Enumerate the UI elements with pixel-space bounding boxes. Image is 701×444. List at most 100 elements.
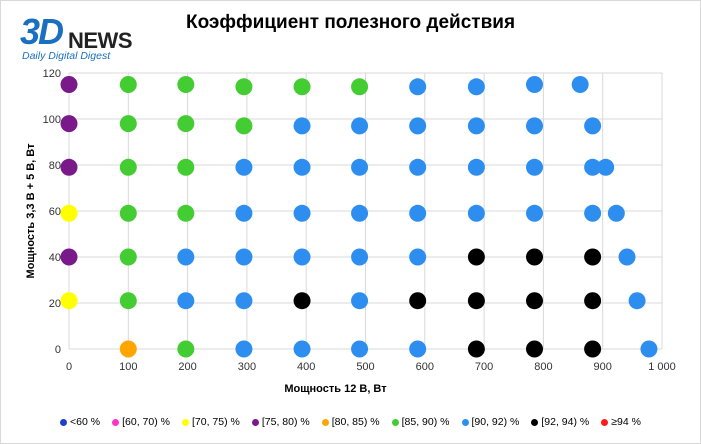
data-point: [409, 340, 427, 358]
data-point: [119, 340, 137, 358]
data-point: [584, 158, 602, 176]
x-tick-label: 400: [297, 361, 315, 373]
data-point: [293, 158, 311, 176]
legend-item: [80, 85) %: [321, 416, 380, 428]
data-point: [584, 117, 602, 135]
data-point: [409, 248, 427, 266]
data-point: [526, 292, 544, 310]
legend-label: ≥94 %: [611, 416, 641, 428]
data-point: [235, 158, 253, 176]
legend-item: <60 %: [60, 416, 100, 428]
legend-label: [70, 75) %: [192, 416, 240, 428]
data-point: [526, 117, 544, 135]
legend-item: ≥94 %: [601, 416, 641, 428]
y-tick-label: 20: [49, 298, 61, 310]
data-point: [351, 158, 369, 176]
x-tick-label: 200: [178, 361, 196, 373]
legend-item: [70, 75) %: [182, 416, 240, 428]
tick-labels: 0 20 40 60 80 100 120 0 100 200 300 400 500 600 700 800…: [43, 68, 676, 373]
legend-swatch: [461, 418, 469, 426]
data-point: [409, 158, 427, 176]
data-point: [618, 248, 636, 266]
data-point: [293, 78, 311, 96]
y-tick-label: 80: [49, 160, 61, 172]
data-point: [60, 115, 78, 133]
legend-label: [90, 92) %: [471, 416, 520, 428]
data-point: [293, 248, 311, 266]
data-point: [351, 248, 369, 266]
data-point: [60, 248, 78, 266]
data-point: [119, 115, 137, 133]
y-tick-label: 0: [55, 344, 61, 356]
legend-item: [85, 90) %: [391, 416, 450, 428]
legend-swatch: [531, 418, 539, 426]
data-point: [293, 117, 311, 135]
data-point: [351, 78, 369, 96]
data-point: [177, 292, 195, 310]
site-logo: 3D NEWS Daily Digital Digest: [20, 12, 155, 64]
data-point: [351, 204, 369, 222]
legend-label: [85, 90) %: [401, 416, 450, 428]
data-point: [526, 158, 544, 176]
x-tick-label: 0: [66, 361, 72, 373]
data-point: [119, 248, 137, 266]
data-point: [293, 292, 311, 310]
data-point: [526, 340, 544, 358]
legend: <60 % [60, 70) % [70, 75) % [75, 80) % [80, …: [0, 416, 701, 428]
data-point: [526, 76, 544, 93]
x-axis-title: Мощность 12 В, Вт: [284, 383, 387, 395]
y-axis-title: Мощность 3,3 В + 5 В, Вт: [25, 143, 37, 279]
data-point: [293, 340, 311, 358]
data-point: [60, 76, 78, 93]
data-point: [526, 204, 544, 222]
logo-word: NEWS: [68, 28, 133, 53]
legend-label: <60 %: [70, 416, 101, 428]
legend-swatch: [60, 418, 68, 426]
data-point: [584, 204, 602, 222]
data-point: [177, 158, 195, 176]
data-point: [409, 204, 427, 222]
data-point: [351, 292, 369, 310]
data-point: [351, 117, 369, 135]
x-tick-label: 300: [238, 361, 256, 373]
data-point: [235, 204, 253, 222]
data-point: [409, 292, 427, 310]
x-tick-label: 700: [475, 361, 493, 373]
legend-swatch: [112, 418, 120, 426]
data-point: [60, 158, 78, 176]
logo-mark: 3D: [20, 11, 64, 52]
data-point: [293, 204, 311, 222]
data-point: [467, 248, 485, 266]
x-tick-label: 900: [594, 361, 612, 373]
legend-item: [75, 80) %: [251, 416, 310, 428]
y-tick-label: 60: [49, 206, 61, 218]
data-point: [235, 117, 253, 135]
data-point: [235, 292, 253, 310]
x-tick-label: 1 000: [648, 361, 676, 373]
data-point: [584, 340, 602, 358]
legend-swatch: [391, 418, 399, 426]
data-point: [177, 115, 195, 133]
legend-item: [92, 94) %: [531, 416, 589, 428]
data-point: [235, 340, 253, 358]
chart-title: Коэффициент полезного действия: [185, 12, 516, 33]
x-tick-label: 800: [534, 361, 552, 373]
data-point: [467, 204, 485, 222]
data-points: [60, 76, 658, 358]
data-point: [571, 76, 589, 93]
data-point: [467, 117, 485, 135]
x-tick-label: 500: [356, 361, 374, 373]
data-point: [60, 292, 78, 310]
data-point: [60, 204, 78, 222]
legend-item: [90, 92) %: [461, 416, 520, 428]
legend-swatch: [182, 418, 189, 426]
data-point: [467, 158, 485, 176]
data-point: [409, 117, 427, 135]
data-point: [177, 76, 195, 93]
data-point: [177, 204, 195, 222]
scatter-plot: 0 20 40 60 80 100 120 0 100 200 300 400 500 600 700 800…: [25, 68, 676, 395]
data-point: [119, 204, 137, 222]
legend-swatch: [321, 418, 329, 426]
data-point: [640, 340, 658, 358]
data-point: [584, 292, 602, 310]
